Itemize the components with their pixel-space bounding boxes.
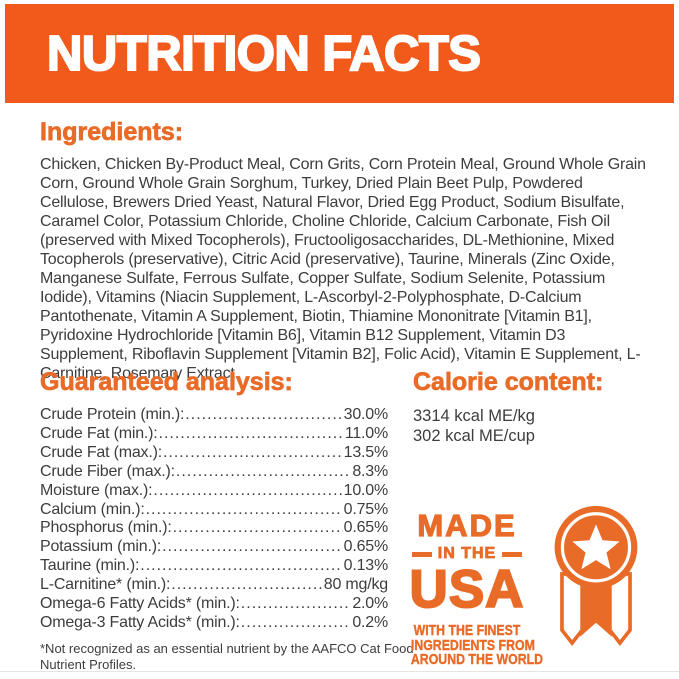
calorie-line: 302 kcal ME/cup bbox=[413, 427, 535, 445]
analysis-row-value: 0.13% bbox=[343, 557, 389, 575]
dot-leader bbox=[241, 614, 352, 633]
analysis-row: Crude Fat (min.): 11.0% bbox=[40, 425, 388, 444]
analysis-row-label: Crude Fat (min.): bbox=[40, 424, 158, 442]
analysis-row: Omega-3 Fatty Acids* (min.): 0.2% bbox=[40, 614, 388, 633]
banner: NUTRITION FACTS bbox=[5, 4, 674, 103]
made-in-usa-badge: MADE IN THE USA WITH THE FINEST INGREDIE… bbox=[401, 505, 651, 668]
dot-leader bbox=[159, 425, 344, 444]
analysis-row-value: 0.2% bbox=[352, 613, 388, 631]
dash-decor bbox=[411, 551, 432, 557]
analysis-row: L-Carnitine* (min.): 80 mg/kg bbox=[40, 576, 388, 595]
analysis-row: Crude Protein (min.): 30.0% bbox=[40, 406, 388, 425]
analysis-row: Omega-6 Fatty Acids* (min.): 2.0% bbox=[40, 595, 388, 614]
analysis-row: Phosphorus (min.): 0.65% bbox=[40, 519, 388, 538]
page-title: NUTRITION FACTS bbox=[46, 26, 482, 82]
analysis-row-label: Phosphorus (min.): bbox=[40, 519, 172, 537]
dot-leader bbox=[162, 538, 343, 557]
analysis-row-value: 0.65% bbox=[343, 519, 389, 537]
badge-in-the-row: IN THE bbox=[401, 545, 533, 563]
analysis-row-label: Calcium (min.): bbox=[40, 500, 145, 518]
badge-tagline: WITH THE FINEST INGREDIENTS FROM AROUND … bbox=[401, 623, 544, 669]
analysis-row: Calcium (min.): 0.75% bbox=[40, 501, 388, 520]
ingredients-section: Ingredients: Chicken, Chicken By-Product… bbox=[40, 118, 646, 383]
calorie-content-section: Calorie content: 3314 kcal ME/kg 302 kca… bbox=[413, 368, 663, 446]
analysis-row-label: Omega-3 Fatty Acids* (min.): bbox=[40, 613, 240, 631]
badge-usa-label: USA bbox=[409, 560, 525, 619]
analysis-row-label: Crude Protein (min.): bbox=[40, 406, 185, 423]
analysis-row: Crude Fiber (max.): 8.3% bbox=[40, 463, 388, 482]
analysis-row-value: 8.3% bbox=[352, 462, 388, 480]
analysis-row-value: 30.0% bbox=[343, 406, 389, 423]
dot-leader bbox=[171, 576, 323, 595]
analysis-row-label: Crude Fat (max.): bbox=[40, 443, 162, 461]
guaranteed-analysis-section: Guaranteed analysis: Crude Protein (min.… bbox=[40, 368, 414, 674]
dot-leader bbox=[241, 595, 352, 614]
guaranteed-analysis-heading: Guaranteed analysis: bbox=[40, 368, 294, 397]
analysis-row-value: 11.0% bbox=[344, 424, 388, 442]
analysis-row-label: Taurine (min.): bbox=[40, 557, 140, 575]
ingredients-text: Chicken, Chicken By-Product Meal, Corn G… bbox=[40, 156, 646, 382]
badge-tagline-line: INGREDIENTS FROM bbox=[410, 637, 535, 654]
dash-decor bbox=[502, 551, 523, 557]
analysis-footnote: *Not recognized as an essential nutrient… bbox=[40, 640, 414, 673]
analysis-row: Taurine (min.): 0.13% bbox=[40, 557, 388, 576]
dot-leader bbox=[153, 482, 342, 501]
analysis-row-label: Omega-6 Fatty Acids* (min.): bbox=[40, 595, 240, 613]
analysis-row-value: 2.0% bbox=[352, 595, 388, 613]
ingredients-heading: Ingredients: bbox=[40, 118, 184, 147]
badge-in-the-label: IN THE bbox=[437, 545, 497, 563]
analysis-row-value: 0.65% bbox=[343, 538, 389, 556]
dot-leader bbox=[163, 444, 343, 463]
dot-leader bbox=[176, 463, 351, 482]
analysis-row: Potassium (min.): 0.65% bbox=[40, 538, 388, 557]
analysis-row: Moisture (max.): 10.0% bbox=[40, 482, 388, 501]
analysis-row-label: Crude Fiber (max.): bbox=[40, 462, 175, 480]
dot-leader bbox=[140, 557, 342, 576]
analysis-row-label: Moisture (max.): bbox=[40, 481, 153, 499]
badge-made-label: MADE bbox=[417, 508, 517, 543]
analysis-row-label: Potassium (min.): bbox=[40, 538, 162, 556]
badge-tagline-line: WITH THE FINEST bbox=[413, 623, 521, 640]
dot-leader bbox=[185, 406, 342, 425]
analysis-row: Crude Fat (max.): 13.5% bbox=[40, 444, 388, 463]
analysis-row-value: 0.75% bbox=[343, 500, 389, 518]
label-bottom-edge bbox=[0, 671, 679, 672]
analysis-row-value: 10.0% bbox=[343, 481, 389, 499]
analysis-row-value: 80 mg/kg bbox=[323, 576, 388, 594]
calorie-content-heading: Calorie content: bbox=[413, 368, 604, 397]
calorie-line: 3314 kcal ME/kg bbox=[413, 407, 535, 425]
dot-leader bbox=[173, 519, 343, 538]
analysis-row-value: 13.5% bbox=[343, 443, 389, 461]
ribbon-medal-star-icon bbox=[550, 505, 642, 659]
badge-tagline-line: AROUND THE WORLD bbox=[410, 652, 544, 669]
made-in-usa-text: MADE IN THE USA WITH THE FINEST INGREDIE… bbox=[401, 508, 544, 669]
analysis-row-label: L-Carnitine* (min.): bbox=[40, 576, 171, 594]
dot-leader bbox=[146, 501, 343, 520]
